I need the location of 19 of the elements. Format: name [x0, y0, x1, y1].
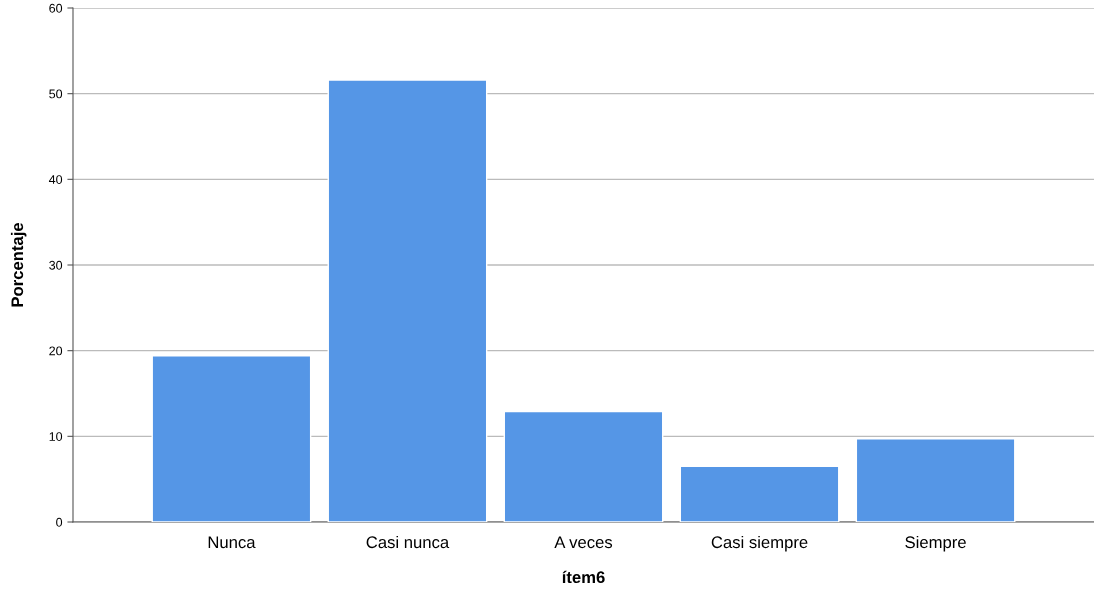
- x-tick-label: A veces: [554, 536, 613, 549]
- x-tick-label: Casi nunca: [366, 535, 450, 549]
- x-tick-label: Siempre: [905, 535, 966, 552]
- bar: [327, 79, 488, 522]
- bar: [503, 410, 664, 522]
- x-tick-label: Nunca: [208, 536, 256, 549]
- y-tick-label: 20: [49, 346, 63, 356]
- y-tick-label: 60: [49, 3, 63, 13]
- bar: [855, 438, 1016, 522]
- y-tick-label: 30: [49, 260, 63, 270]
- y-tick-label: 40: [48, 175, 63, 184]
- y-tick-label: 10: [49, 432, 63, 441]
- y-tick-label: 0: [56, 517, 63, 527]
- x-tick-label: Casi siempre: [711, 535, 808, 552]
- bar: [151, 355, 312, 522]
- x-axis-title: ítem6: [562, 570, 605, 584]
- y-tick-label: 50: [49, 89, 63, 99]
- y-axis-title: Porcentaje: [10, 222, 27, 307]
- bar: [679, 465, 840, 522]
